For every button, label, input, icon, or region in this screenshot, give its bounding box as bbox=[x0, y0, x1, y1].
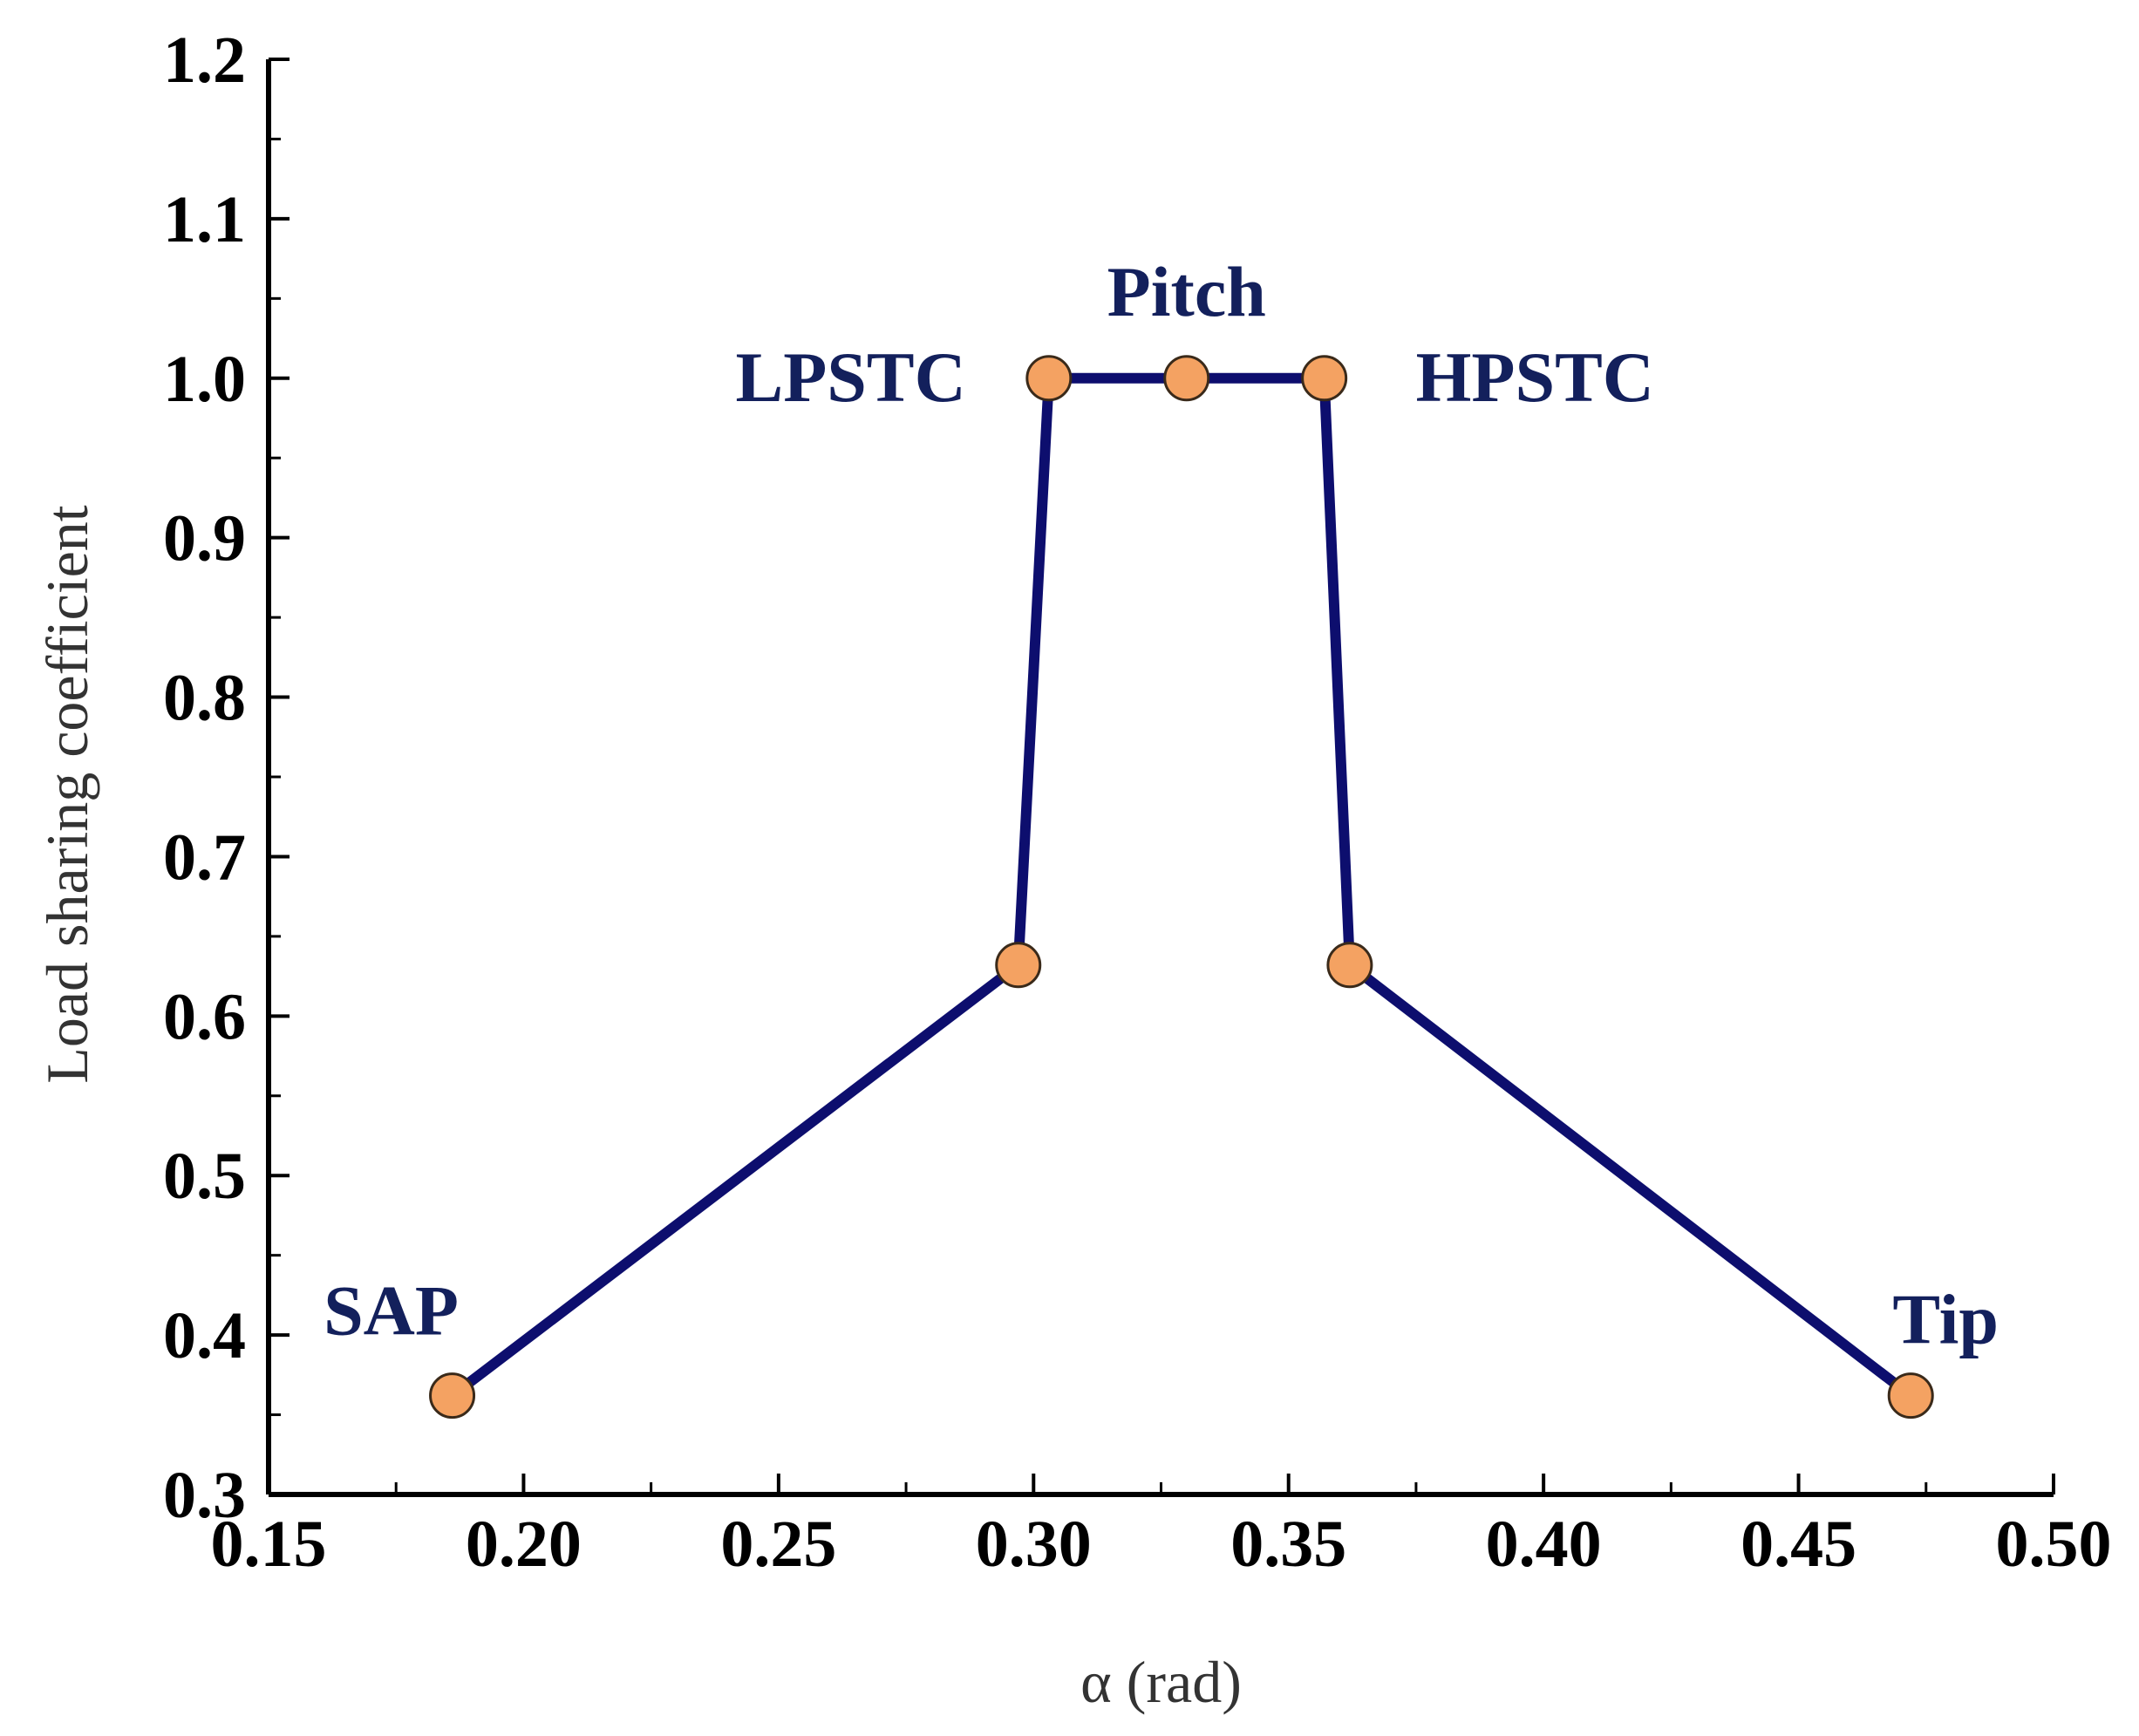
tick-labels: 0.15 0.20 0.25 0.30 0.35 0.40 0.45 0.50 0.3 0.4 0.… bbox=[163, 24, 2112, 1581]
x-tick-label: 0.45 bbox=[1740, 1508, 1856, 1581]
y-tick-label: 1.2 bbox=[163, 24, 246, 97]
y-tick-label: 0.6 bbox=[163, 980, 246, 1053]
data-point bbox=[1326, 942, 1373, 989]
data-point bbox=[429, 1372, 476, 1419]
y-tick-label: 0.9 bbox=[163, 502, 246, 575]
x-tick-label: 0.40 bbox=[1486, 1508, 1602, 1581]
data-point bbox=[1025, 355, 1073, 402]
data-point bbox=[995, 942, 1042, 989]
data-markers bbox=[429, 355, 1934, 1419]
series-polyline bbox=[448, 372, 1914, 1400]
data-point bbox=[1887, 1372, 1934, 1419]
data-point bbox=[1163, 355, 1210, 402]
x-tick-label: 0.25 bbox=[720, 1508, 836, 1581]
y-axis-title: Load sharing coefficient bbox=[34, 505, 100, 1083]
point-label-hpstc: HPSTC bbox=[1416, 337, 1654, 417]
y-tick-label: 0.8 bbox=[163, 662, 246, 735]
x-tick-label: 0.35 bbox=[1230, 1508, 1346, 1581]
x-tick-label: 0.50 bbox=[1996, 1508, 2112, 1581]
x-axis-title: α (rad) bbox=[1080, 1649, 1242, 1715]
point-label-tip: Tip bbox=[1892, 1280, 1999, 1359]
point-label-pitch: Pitch bbox=[1107, 252, 1266, 331]
y-tick-label: 0.4 bbox=[163, 1299, 246, 1372]
x-tick-label: 0.15 bbox=[211, 1508, 327, 1581]
y-tick-label: 1.0 bbox=[163, 343, 246, 416]
point-label-sap: SAP bbox=[324, 1271, 459, 1351]
y-tick-label: 0.3 bbox=[163, 1459, 246, 1532]
tick-marks bbox=[267, 58, 2055, 1496]
series-line bbox=[448, 372, 1914, 1400]
y-tick-label: 1.1 bbox=[163, 183, 246, 256]
y-tick-label: 0.5 bbox=[163, 1140, 246, 1213]
point-label-lpstc: LPSTC bbox=[736, 337, 966, 417]
y-tick-label: 0.7 bbox=[163, 820, 246, 894]
x-tick-label: 0.30 bbox=[976, 1508, 1092, 1581]
data-point bbox=[1301, 355, 1348, 402]
x-tick-label: 0.20 bbox=[466, 1508, 582, 1581]
point-annotations: SAP LPSTC Pitch HPSTC Tip bbox=[324, 252, 1999, 1359]
